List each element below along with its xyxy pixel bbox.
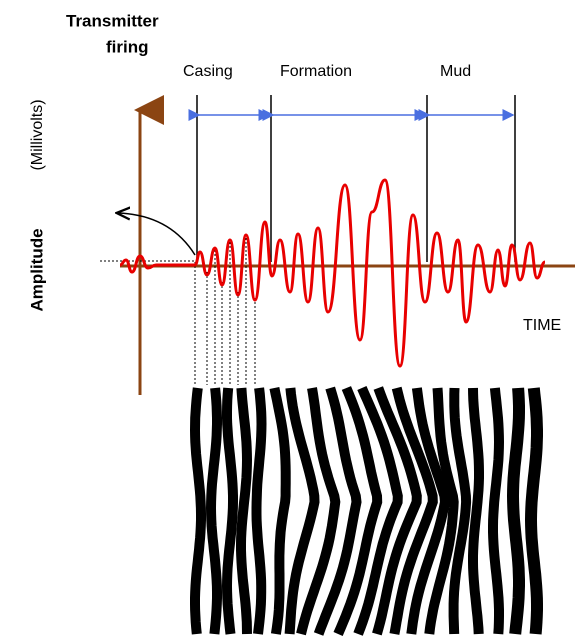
vdl-stripe: [195, 388, 201, 634]
vdl-stripe: [241, 388, 247, 634]
y-unit: (Millivolts): [29, 99, 46, 170]
page: {"title_line1": "Transmitter", "title_li…: [0, 0, 578, 639]
segment-label: Mud: [440, 63, 471, 80]
segment-label: Formation: [280, 63, 352, 80]
vdl-stripe: [493, 388, 499, 634]
title: Transmitter: [66, 11, 159, 30]
waveform: [120, 180, 545, 366]
vdl-stripe: [257, 388, 262, 634]
x-label: TIME: [523, 317, 561, 334]
firing-arrow: [118, 213, 195, 255]
vdl-stripe: [531, 388, 537, 634]
segment-label: Casing: [183, 63, 233, 80]
vdl-stripe: [274, 388, 285, 634]
vdl-stripe: [473, 388, 479, 634]
diagram: Transmitter firing Casing Formation Mud …: [0, 0, 578, 639]
y-label: Amplitude: [27, 228, 46, 311]
vdl-stripe: [211, 388, 217, 634]
variable-density-log: [195, 388, 537, 634]
vdl-stripe: [513, 388, 519, 634]
vdl-stripe: [227, 388, 233, 634]
title: firing: [106, 37, 149, 56]
